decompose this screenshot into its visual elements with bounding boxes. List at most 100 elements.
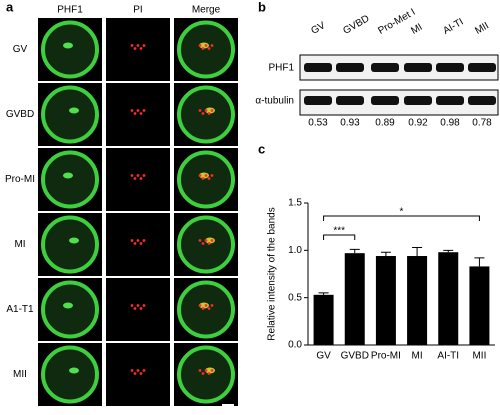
chromosome [139,372,143,375]
chromosome [133,177,137,180]
error-bar [474,257,485,267]
chromosome [198,304,202,307]
band [336,63,364,72]
chromosome [136,44,140,47]
chromosome [210,174,214,177]
ratio-label: 0.89 [375,118,395,129]
chromosome [130,44,134,47]
micrograph [106,343,170,406]
chromosome [142,174,146,177]
ratio-label: 0.98 [440,118,460,129]
oocyte [41,345,99,404]
chromosome [201,372,205,375]
y-tick-label: 0.5 [288,292,302,303]
spindle [63,42,73,49]
spindle [199,42,209,49]
chromosome [207,112,211,115]
spindle [205,367,215,374]
chromosome [136,239,140,242]
band [468,63,496,72]
error-bar [443,249,454,253]
error-bar [412,246,423,257]
band [436,96,464,105]
chromosome [207,307,211,310]
chromosome [198,369,202,372]
chromosome [130,304,134,307]
spindle [63,302,73,309]
chromosome [204,304,208,307]
y-tick-label: 1.0 [288,245,302,256]
oocyte [177,280,235,339]
chromosome [142,109,146,112]
band [304,63,332,72]
chromosome [204,239,208,242]
oocyte [41,150,99,209]
blot-label: α-tubulin [255,96,294,107]
y-tick-label: 0.0 [288,340,302,351]
lane-label: MII [473,20,491,36]
row-label: MI [14,239,25,250]
oocyte [177,215,235,274]
x-tick-label: AI-TI [437,351,459,362]
band [436,63,464,72]
micrograph [106,213,170,276]
bar [469,266,490,345]
column-header: Merge [192,5,221,16]
spindle [205,107,215,114]
ratio-label: 0.78 [472,118,492,129]
spindle [63,172,73,179]
oocyte [41,280,99,339]
blot-frame [299,89,499,116]
chromosome [133,372,137,375]
chromosome [210,304,214,307]
panel-label: c [258,141,265,156]
micrograph [106,18,170,81]
chromosome [198,239,202,242]
band [404,96,432,105]
chromosome [198,109,202,112]
bar [407,256,428,345]
chromosome [198,174,202,177]
lane-label: MI [409,22,424,37]
lane-label: AI-TI [441,17,465,37]
spindle [69,107,79,114]
oocyte [41,20,99,79]
band [336,96,364,105]
panel-label: b [258,0,266,14]
band [468,96,496,105]
chromosome [142,304,146,307]
chromosome [210,109,214,112]
oocyte [177,150,235,209]
lane-label: GVBD [341,13,371,37]
spindle [199,172,209,179]
chromosome [130,174,134,177]
error-bar [349,248,360,254]
significance-label: *** [333,226,345,237]
chromosome [210,369,214,372]
row-label: MII [13,369,27,380]
chromosome [142,239,146,242]
bar [344,253,365,345]
band [371,96,399,105]
chromosome [198,44,202,47]
ratio-label: 0.53 [308,118,328,129]
band [404,63,432,72]
row-label: A1-T1 [6,304,34,315]
micrograph [106,83,170,146]
x-tick-label: GVBD [341,351,369,362]
chromosome [201,242,205,245]
chromosome [204,174,208,177]
chromosome [204,44,208,47]
chromosome [139,112,143,115]
chromosome [139,177,143,180]
row-label: Pro-MI [5,174,35,185]
oocyte [41,85,99,144]
y-tick-label: 1.5 [288,198,302,209]
chromosome [201,177,205,180]
ratio-label: 0.93 [340,118,360,129]
oocyte [177,85,235,144]
chromosome [136,109,140,112]
chromosome [133,242,137,245]
x-tick-label: Pro-MI [371,351,401,362]
